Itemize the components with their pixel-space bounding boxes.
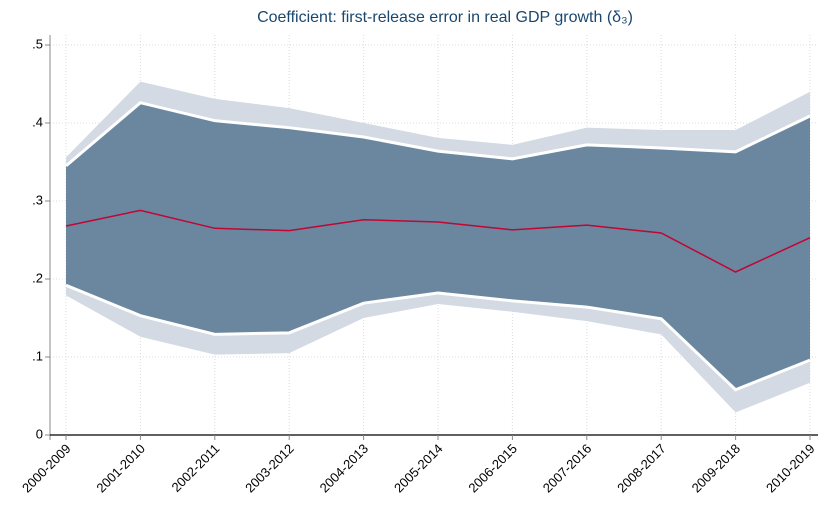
inner-band-edge [65,283,811,392]
y-tick-label: .2 [32,270,43,285]
y-tick-label: .4 [32,114,43,129]
inner-band-edge [65,101,811,168]
y-tick-label: .3 [32,192,43,207]
inner-band [66,102,810,390]
chart-title: Coefficient: first-release error in real… [257,9,633,26]
y-tick-label: .5 [32,36,43,51]
y-tick-label: 0 [36,426,43,441]
estimate-line [65,209,811,273]
y-tick-label: .1 [32,348,43,363]
